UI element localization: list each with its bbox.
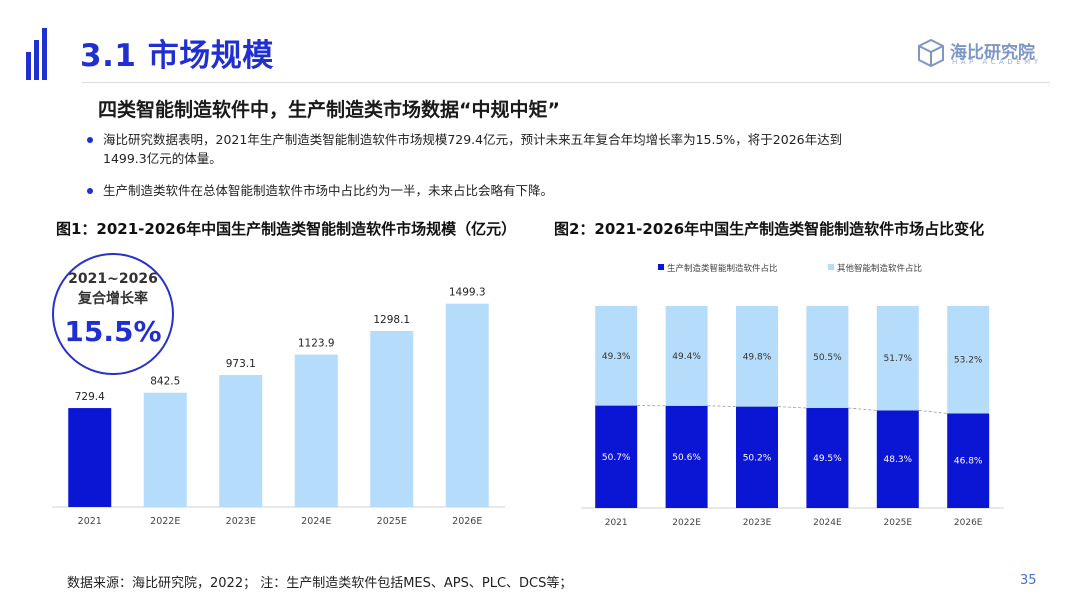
- cagr-badge: 2021~2026 复合增长率 15.5%: [52, 253, 174, 375]
- bullet-text-1-cont: 1499.3亿元的体量。: [103, 151, 222, 166]
- bar-2024E-other: [806, 306, 849, 409]
- x-tick-label: 2026E: [452, 516, 482, 527]
- x-tick-label: 2026E: [954, 518, 983, 528]
- data-label: 49.4%: [672, 352, 701, 362]
- page-number: 35: [1020, 573, 1037, 588]
- data-label: 842.5: [150, 376, 180, 388]
- bar-2025E-primary: [876, 410, 919, 508]
- connector-line: [707, 405, 737, 407]
- bar-2021: [68, 408, 112, 507]
- title-decoration-bars: [26, 28, 47, 80]
- legend-label: 其他智能制造软件占比: [837, 263, 922, 274]
- data-label: 1123.9: [298, 338, 335, 350]
- bullet-text-1: 海比研究数据表明，2021年生产制造类智能制造软件市场规模729.4亿元，预计未…: [103, 132, 843, 147]
- bullet-dot: [87, 188, 93, 194]
- bar-2026E: [445, 303, 489, 507]
- logo: 海比研究院 HAP ACADEMY: [917, 36, 1047, 70]
- connector-line: [918, 410, 948, 414]
- bar-2021-primary: [595, 405, 638, 508]
- logo-text: 海比研究院: [950, 43, 1035, 63]
- data-label: 50.2%: [743, 453, 772, 463]
- data-label: 51.7%: [884, 354, 913, 364]
- bar-2025E: [370, 330, 414, 507]
- bar-2023E-other: [736, 306, 778, 407]
- x-tick-label: 2024E: [301, 516, 331, 527]
- footer-source: 数据来源：海比研究院，2022； 注：生产制造类软件包括MES、APS、PLC、…: [67, 576, 573, 591]
- data-label: 973.1: [226, 358, 256, 370]
- data-label: 729.4: [75, 391, 105, 403]
- bar-2022E-other: [665, 306, 708, 406]
- bar-2023E-primary: [736, 406, 778, 508]
- market-size-bar-chart: 729.4 2021 842.5 2022E 973.1 2023E 1123.9 2024E…: [52, 287, 505, 527]
- x-tick-label: 2023E: [226, 516, 256, 527]
- figure-1-title: 图1：2021-2026年中国生产制造类智能制造软件市场规模（亿元）: [56, 220, 517, 238]
- section-subtitle: 四类智能制造软件中，生产制造类市场数据“中规中矩”: [98, 99, 560, 121]
- cagr-value: 15.5%: [64, 315, 162, 348]
- figure-2-title: 图2：2021-2026年中国生产制造类智能制造软件市场占比变化: [554, 220, 985, 238]
- bar-2025E-other: [876, 306, 919, 411]
- logo-subtext: HAP ACADEMY: [952, 58, 1042, 66]
- data-label: 53.2%: [954, 356, 983, 366]
- legend-label: 生产制造类智能制造软件占比: [667, 263, 778, 274]
- header-divider: [82, 82, 1050, 83]
- bullet-text-2: 生产制造类软件在总体智能制造软件市场中占比约为一半，未来占比会略有下降。: [103, 183, 554, 198]
- cagr-label: 复合增长率: [78, 291, 148, 307]
- bar-2023E: [219, 375, 263, 507]
- bullet-dot: [87, 137, 93, 143]
- bar-2022E: [143, 392, 187, 507]
- cagr-range: 2021~2026: [68, 271, 158, 287]
- share-stacked-bar-chart: 生产制造类智能制造软件占比 其他智能制造软件占比 50.7% 49.3% 2021 50.…: [581, 263, 1004, 528]
- x-tick-label: 2023E: [743, 518, 772, 528]
- data-label: 49.3%: [602, 352, 631, 362]
- connector-line: [777, 406, 807, 409]
- data-label: 49.5%: [813, 454, 842, 464]
- x-tick-label: 2022E: [672, 518, 701, 528]
- data-label: 46.8%: [954, 457, 983, 467]
- data-label: 50.5%: [813, 353, 842, 363]
- data-label: 1499.3: [449, 287, 486, 299]
- bar-2021-other: [595, 306, 638, 406]
- x-tick-label: 2021: [78, 516, 102, 527]
- data-label: 48.3%: [884, 455, 913, 465]
- slide-title: 3.1 市场规模: [80, 38, 274, 74]
- data-label: 50.6%: [672, 453, 701, 463]
- x-tick-label: 2021: [605, 518, 628, 528]
- bar-2026E-other: [947, 306, 990, 414]
- x-tick-label: 2022E: [150, 516, 180, 527]
- bar-2022E-primary: [665, 405, 708, 508]
- bar-2024E: [294, 354, 338, 507]
- cube-logo-icon: [918, 38, 944, 68]
- data-label: 1298.1: [373, 314, 410, 326]
- x-tick-label: 2025E: [884, 518, 913, 528]
- x-tick-label: 2025E: [377, 516, 407, 527]
- bar-2024E-primary: [806, 408, 849, 508]
- bar-2026E-primary: [947, 413, 990, 508]
- data-label: 49.8%: [743, 352, 772, 362]
- legend-swatch: [828, 264, 834, 270]
- legend-swatch: [658, 264, 664, 270]
- x-tick-label: 2024E: [813, 518, 842, 528]
- data-label: 50.7%: [602, 453, 631, 463]
- connector-line: [848, 407, 877, 411]
